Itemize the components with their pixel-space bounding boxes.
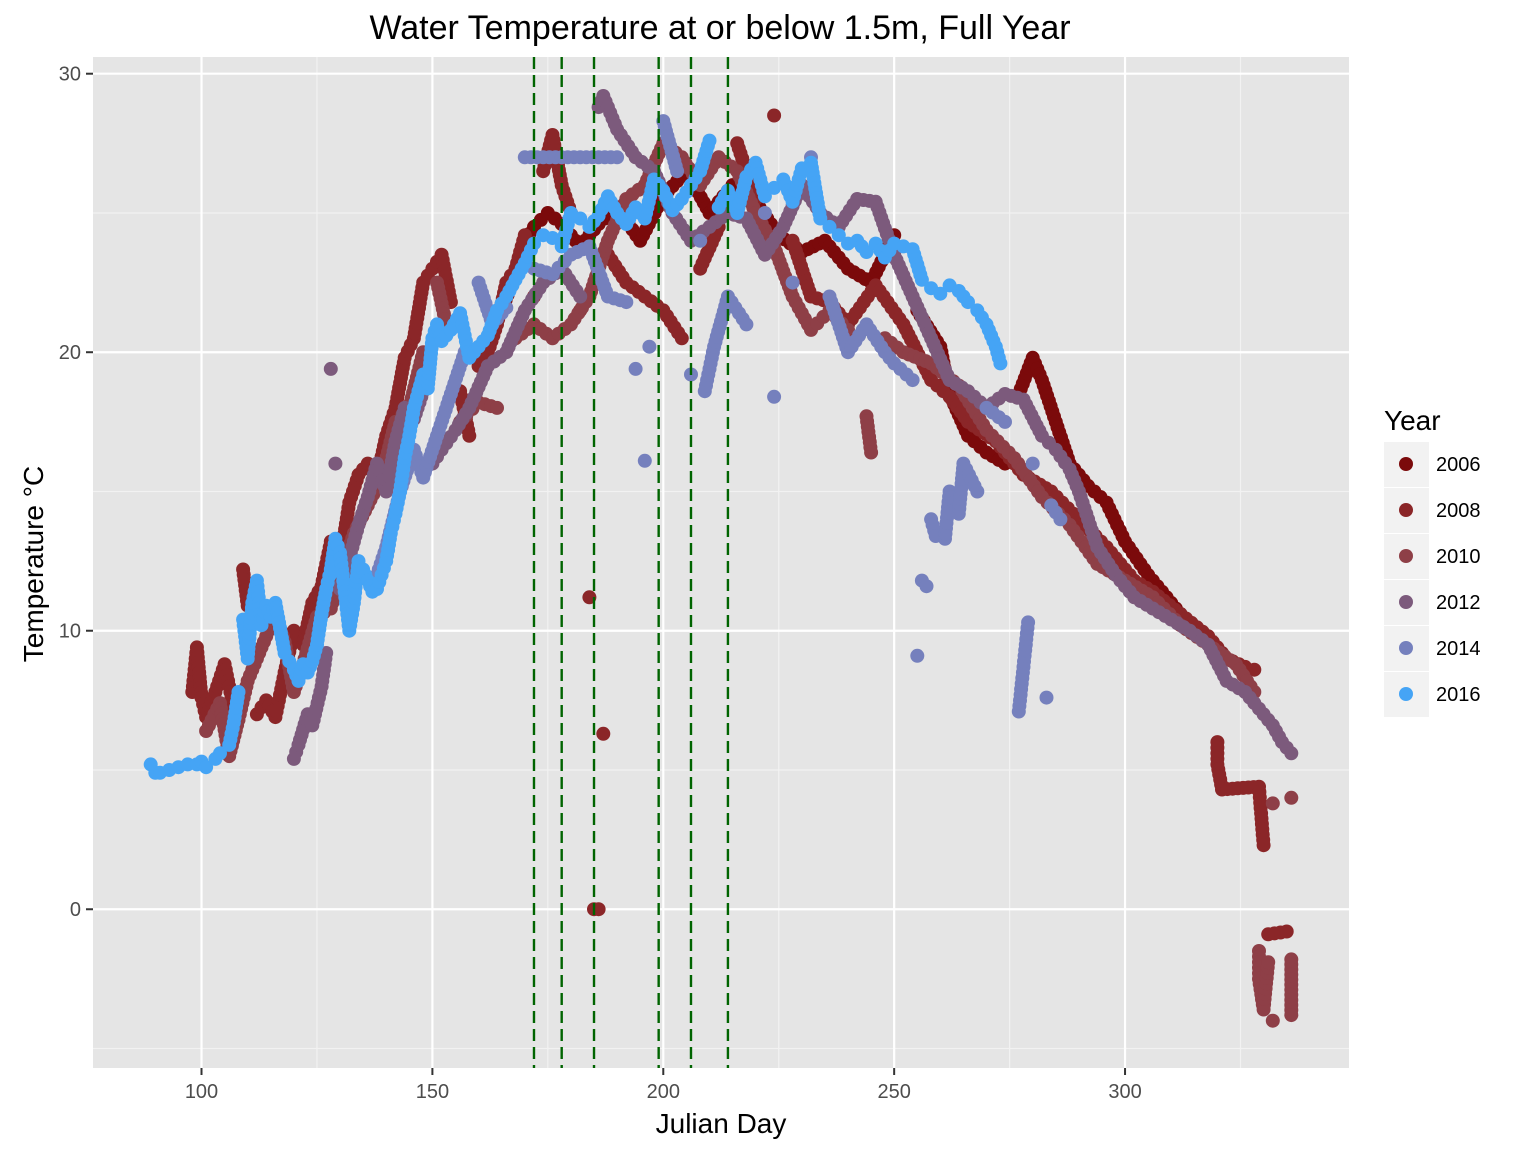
data-point [517, 228, 532, 243]
data-point [859, 245, 874, 259]
data-point [785, 275, 800, 290]
data-point [933, 286, 948, 301]
data-point [628, 361, 643, 376]
data-point [914, 272, 929, 287]
data-points [143, 89, 1299, 1028]
legend-swatch [1399, 687, 1413, 701]
data-point [1261, 955, 1276, 970]
data-point [767, 108, 782, 123]
data-point [1039, 690, 1054, 705]
data-point [757, 189, 772, 204]
data-point [674, 331, 689, 346]
axes: 100 150 200 250 300 0 10 20 30 [59, 64, 1142, 1103]
data-point [757, 206, 772, 220]
x-tick-label: 100 [185, 1081, 218, 1103]
data-point [573, 211, 588, 226]
legend: Year 2006 2008 2010 2012 2014 2016 [1384, 405, 1481, 717]
data-point [739, 317, 754, 332]
data-point [919, 579, 934, 594]
legend-swatch [1399, 549, 1413, 563]
data-point [670, 164, 685, 179]
data-point [1284, 746, 1299, 761]
data-point [545, 231, 560, 245]
reference-lines [532, 57, 730, 1068]
legend-label: 2010 [1436, 546, 1481, 568]
gridlines [93, 57, 1349, 1068]
data-point [1247, 662, 1262, 677]
legend-label: 2012 [1436, 592, 1481, 614]
y-tick-label: 20 [59, 342, 81, 364]
data-point [970, 484, 985, 499]
data-point [1053, 512, 1068, 527]
data-point [767, 180, 782, 195]
data-point [490, 400, 504, 415]
data-point [910, 648, 925, 663]
data-point [1021, 615, 1036, 630]
legend-item: 2012 [1384, 580, 1481, 625]
legend-swatch [1399, 457, 1413, 471]
data-point [462, 428, 477, 443]
chart-title: Water Temperature at or below 1.5m, Full… [369, 9, 1070, 47]
data-point [702, 133, 717, 148]
data-point [637, 453, 652, 468]
data-point [822, 219, 837, 234]
legend-swatch [1399, 595, 1413, 609]
y-axis-title: Temperature °C [18, 466, 49, 662]
data-point [199, 760, 214, 775]
data-point [905, 373, 920, 388]
data-point [993, 356, 1008, 371]
data-point [610, 150, 625, 165]
legend-label: 2008 [1436, 500, 1481, 522]
y-tick-label: 30 [59, 64, 81, 86]
data-point [961, 295, 975, 310]
data-point [319, 646, 334, 660]
data-point [328, 456, 343, 471]
data-point [1284, 1008, 1299, 1023]
legend-item: 2010 [1384, 534, 1481, 579]
data-point [813, 211, 828, 226]
data-point [767, 389, 782, 404]
legend-swatch [1399, 503, 1413, 517]
data-point [998, 414, 1012, 429]
data-point [231, 685, 246, 699]
data-point [831, 228, 846, 243]
y-tick-label: 0 [70, 899, 81, 921]
x-tick-label: 300 [1108, 1081, 1141, 1103]
data-point [213, 746, 227, 761]
legend-title: Year [1384, 405, 1441, 436]
legend-item: 2014 [1384, 626, 1481, 671]
legend-label: 2006 [1436, 454, 1481, 476]
data-point [323, 361, 338, 376]
legend-item: 2008 [1384, 488, 1481, 533]
x-tick-label: 200 [647, 1081, 680, 1103]
legend-item: 2006 [1384, 442, 1481, 487]
legend-label: 2016 [1436, 684, 1481, 706]
legend-swatch [1399, 641, 1413, 655]
data-point [642, 339, 657, 354]
data-point [573, 289, 588, 304]
data-point [1256, 838, 1271, 853]
data-point [596, 726, 611, 741]
series-2016 [143, 133, 1008, 780]
data-point [1265, 796, 1280, 811]
x-axis-title: Julian Day [656, 1108, 787, 1139]
data-point [619, 295, 634, 310]
legend-label: 2014 [1436, 638, 1481, 660]
x-tick-label: 250 [877, 1081, 910, 1103]
data-point [1025, 456, 1040, 471]
y-tick-label: 10 [59, 621, 81, 643]
data-point [693, 233, 708, 248]
data-point [1284, 790, 1299, 805]
x-tick-label: 150 [416, 1081, 449, 1103]
legend-item: 2016 [1384, 672, 1481, 717]
data-point [1279, 924, 1294, 939]
data-point [864, 445, 879, 460]
data-point [1265, 1013, 1280, 1028]
